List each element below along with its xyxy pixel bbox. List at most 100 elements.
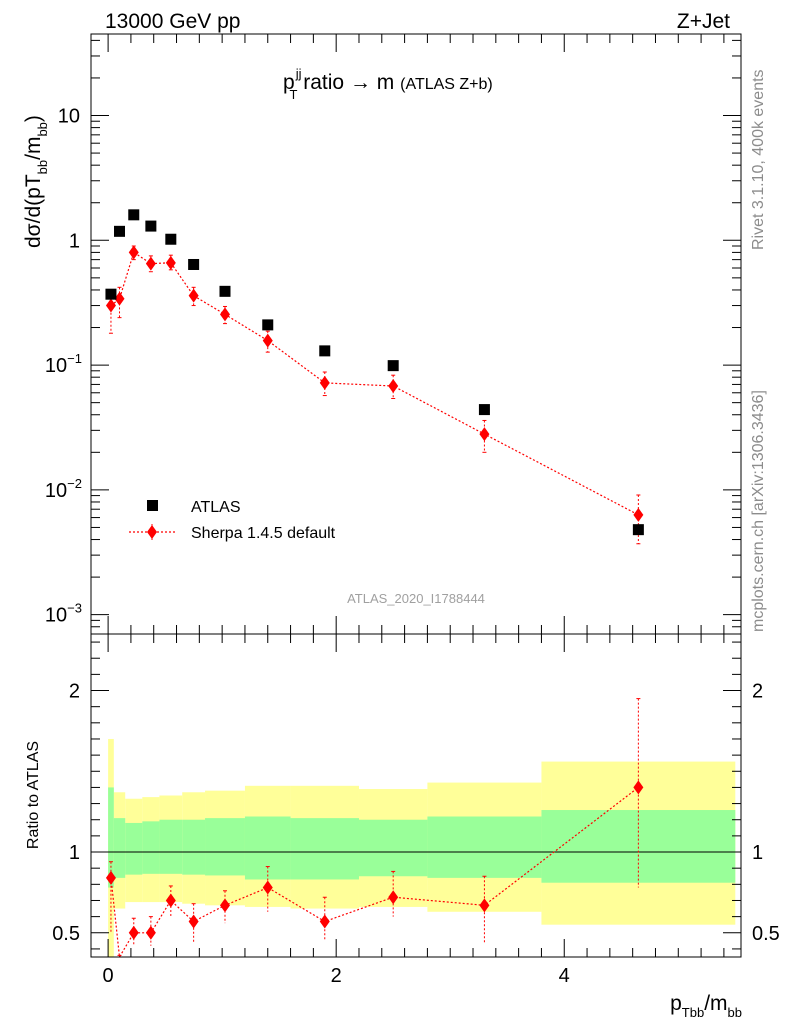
sherpa-line	[110, 251, 639, 516]
legend-atlas-marker	[147, 500, 158, 511]
ratio-y-tick-label-right: 1	[752, 842, 763, 864]
uncertainty-band-green	[358, 819, 428, 877]
ratio-frame	[90, 633, 742, 958]
main-y-ticks: 10−3 10−2 10−1 1 10	[45, 39, 741, 635]
legend-sherpa-marker	[147, 525, 157, 539]
y-tick-label: 10−1	[45, 351, 82, 377]
ylabel-sub1: bb	[35, 160, 50, 174]
y-tick-label: 10−3	[45, 601, 82, 627]
ratio-sherpa-point	[145, 925, 156, 940]
ratio-sherpa-point	[219, 898, 230, 913]
sherpa-point	[388, 378, 399, 393]
ratio-y-tick-label: 1	[69, 842, 80, 864]
xlabel-sub1: Tbb	[682, 1005, 704, 1020]
rivet-version-label: Rivet 3.1.10, 400k events	[750, 69, 767, 250]
xlabel-sub2: bb	[728, 1005, 742, 1020]
ratio-sherpa-point	[319, 914, 330, 929]
main-panel: 10−3 10−2 10−1 1 10 pjj T ratio → m (ATLAS Z+…	[22, 33, 742, 635]
sherpa-point	[105, 298, 116, 313]
atlas-point	[105, 288, 117, 300]
uncertainty-band-green	[541, 810, 736, 883]
ylabel-end: )	[22, 115, 45, 122]
atlas-point	[128, 209, 140, 221]
main-x-ticks	[107, 34, 725, 634]
ratio-x-ticks: 0 2 4	[103, 634, 725, 987]
x-tick-label: 0	[103, 965, 114, 987]
ratio-sherpa-point	[188, 914, 199, 929]
uncertainty-band-green	[182, 819, 206, 875]
process-label: Z+Jet	[677, 10, 730, 33]
main-frame	[90, 33, 742, 635]
uncertainty-band-green	[205, 818, 245, 876]
sherpa-point	[165, 255, 176, 270]
uncertainty-band-green	[113, 818, 126, 878]
uncertainty-band-green	[108, 787, 114, 888]
atlas-point	[632, 524, 644, 536]
ratio-sherpa-point	[262, 880, 273, 895]
ratio-sherpa-line	[110, 786, 639, 959]
y-tick-label: 10	[58, 106, 80, 128]
legend-sherpa-label: Sherpa 1.4.5 default	[191, 525, 336, 542]
analysis-watermark: ATLAS_2020_I1788444	[347, 591, 485, 606]
y-tick-label: 1	[69, 230, 80, 252]
ratio-y-axis-label: Ratio to ATLAS	[25, 741, 42, 849]
atlas-point	[219, 285, 231, 297]
uncertainty-band-green	[125, 822, 143, 875]
xlabel-mid: /m	[704, 992, 727, 1015]
title-small: (ATLAS Z+b)	[400, 76, 493, 93]
ratio-sherpa-point	[479, 898, 490, 913]
x-axis-label: pTbb/mbb	[670, 992, 742, 1020]
ratio-y-tick-label: 2	[69, 681, 80, 703]
uncertainty-band-green	[142, 821, 160, 874]
title-sup: jj	[295, 66, 302, 81]
title-sub: T	[289, 87, 297, 102]
ylabel-mid: /m	[22, 137, 45, 160]
sherpa-point	[128, 245, 139, 260]
sherpa-point	[145, 256, 156, 271]
atlas-point	[114, 225, 126, 237]
source-label: mcplots.cern.ch [arXiv:1306.3436]	[750, 390, 767, 632]
x-tick-label: 4	[559, 965, 570, 987]
panel-title: pjj T ratio → m (ATLAS Z+b)	[283, 66, 493, 102]
atlas-point	[387, 360, 399, 372]
legend: ATLAS Sherpa 1.4.5 default	[129, 499, 336, 542]
sherpa-point	[633, 507, 644, 522]
ratio-sherpa-point	[388, 890, 399, 905]
x-tick-label: 2	[331, 965, 342, 987]
atlas-point	[478, 404, 490, 416]
ratio-y-tick-label-right: 2	[752, 681, 763, 703]
atlas-point	[262, 319, 274, 331]
ratio-y-tick-label-right: 0.5	[752, 923, 780, 945]
atlas-point	[165, 233, 177, 245]
sherpa-point	[219, 307, 230, 322]
sherpa-point	[188, 288, 199, 303]
sherpa-point	[479, 427, 490, 442]
uncertainty-band-green	[159, 819, 183, 874]
ratio-y-tick-label: 0.5	[52, 923, 80, 945]
ylabel-sub2: bb	[35, 122, 50, 136]
energy-label: 13000 GeV pp	[105, 10, 240, 33]
ratio-sherpa-point	[105, 870, 116, 885]
sherpa-point	[319, 375, 330, 390]
atlas-point	[319, 345, 331, 357]
uncertainty-band-green	[427, 816, 542, 878]
uncertainty-band-green	[290, 818, 359, 880]
title-rest: ratio → m	[297, 71, 394, 94]
sherpa-point	[114, 291, 125, 306]
main-plot-area	[105, 209, 644, 545]
ratio-panel: 0.5 0.5 1 1 2 2 0 2 4 Ratio to ATLAS pTbb/mbb	[25, 633, 780, 1020]
atlas-point	[188, 258, 200, 270]
ratio-plot-area	[91, 698, 741, 959]
legend-atlas-label: ATLAS	[191, 499, 241, 516]
sherpa-point	[262, 333, 273, 348]
ratio-sherpa-point	[633, 780, 644, 795]
ratio-sherpa-point	[128, 925, 139, 940]
title-p: p	[283, 71, 295, 94]
ratio-y-ticks: 0.5 0.5 1 1 2 2	[52, 641, 780, 950]
uncertainty-band-green	[244, 816, 291, 880]
main-y-axis-label: dσ/d(pTbb/mbb)	[22, 115, 50, 248]
ratio-sherpa-point	[165, 893, 176, 908]
y-tick-label: 10−2	[45, 476, 82, 502]
ylabel-main: dσ/d(pT	[22, 174, 45, 248]
